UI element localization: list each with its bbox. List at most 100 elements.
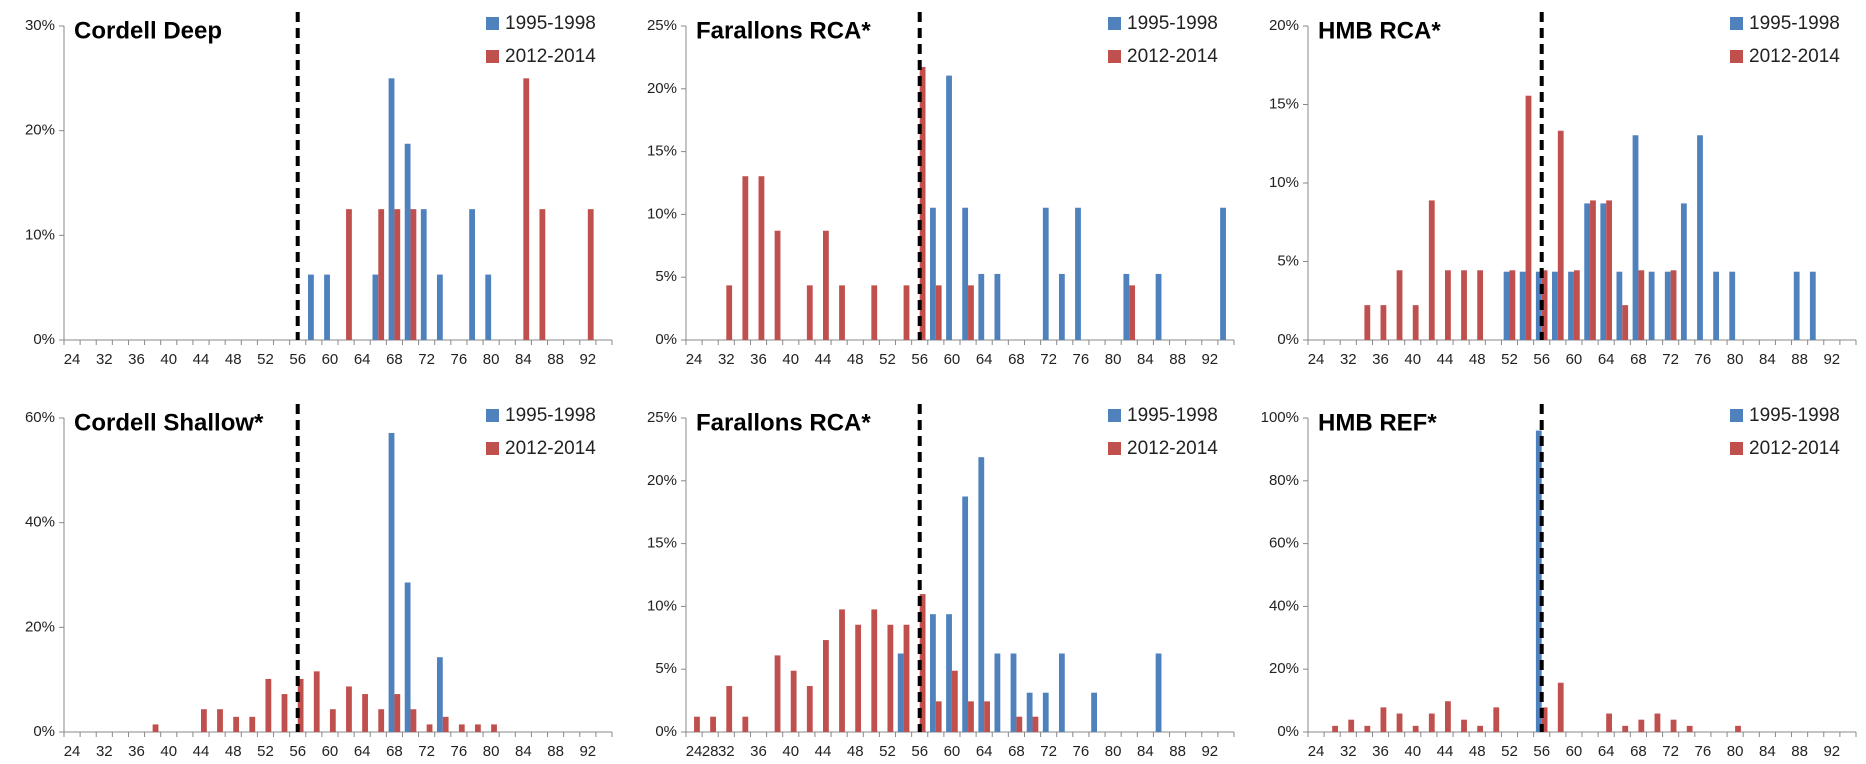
x-tick-label: 80 <box>483 743 500 760</box>
x-tick-label: 72 <box>1662 351 1679 368</box>
x-tick-label: 88 <box>1169 351 1186 368</box>
bar <box>1220 207 1226 340</box>
bar <box>1654 713 1661 732</box>
bar <box>984 701 990 732</box>
bar <box>978 273 985 340</box>
x-tick-label: 56 <box>1533 743 1550 760</box>
x-tick-label: 72 <box>1662 743 1679 760</box>
bar <box>394 694 401 732</box>
x-tick-label: 80 <box>1727 743 1744 760</box>
y-tick-label: 20% <box>1269 660 1299 677</box>
bar <box>1445 270 1451 340</box>
bar <box>1058 653 1065 732</box>
y-tick-label: 5% <box>1277 252 1299 269</box>
bar <box>362 694 368 732</box>
legend-swatch <box>1730 17 1743 30</box>
bar <box>404 143 411 340</box>
x-tick-label: 72 <box>418 743 435 760</box>
x-tick-label: 84 <box>1759 743 1776 760</box>
panel: 0% 5% 10% 15% 20% 25% 24 28 32 36 40 44 48 52 56 60 64 68… <box>647 404 1235 760</box>
bar <box>1590 200 1596 340</box>
x-tick-label: 24 <box>64 743 81 760</box>
x-tick-label: 32 <box>96 351 113 368</box>
x-tick-label: 52 <box>257 351 274 368</box>
bar <box>346 209 352 340</box>
x-tick-label: 44 <box>193 351 210 368</box>
bar <box>978 457 985 732</box>
x-tick-label: 72 <box>418 351 435 368</box>
bar <box>1042 207 1049 340</box>
legend-label: 1995-1998 <box>1127 13 1218 34</box>
x-tick-label: 44 <box>193 743 210 760</box>
y-tick-label: 10% <box>647 597 677 614</box>
bar <box>1428 200 1435 340</box>
bar <box>1670 270 1677 340</box>
bar <box>994 653 1001 732</box>
bar <box>823 640 829 732</box>
legend-swatch <box>1108 409 1121 422</box>
legend-swatch <box>486 50 499 63</box>
y-tick-label: 20% <box>25 618 55 635</box>
bar <box>587 209 594 340</box>
bar <box>1493 707 1500 732</box>
bar <box>806 686 813 732</box>
bar <box>994 273 1001 340</box>
x-tick-label: 32 <box>718 743 735 760</box>
bar <box>539 209 546 340</box>
y-tick-label: 0% <box>1277 723 1299 740</box>
y-tick-label: 100% <box>1261 409 1299 426</box>
legend-label: 1995-1998 <box>1749 405 1840 426</box>
x-tick-label: 52 <box>879 351 896 368</box>
x-tick-label: 88 <box>547 743 564 760</box>
bar <box>372 274 379 340</box>
bar <box>388 78 395 340</box>
bar <box>968 285 974 340</box>
bar <box>404 582 411 732</box>
x-tick-label: 92 <box>579 743 596 760</box>
bar <box>694 716 700 732</box>
bar <box>1793 271 1800 340</box>
x-tick-label: 76 <box>1695 743 1712 760</box>
x-tick-label: 36 <box>1372 351 1389 368</box>
bar <box>308 274 314 340</box>
bar <box>1584 203 1591 340</box>
legend-label: 1995-1998 <box>1127 405 1218 426</box>
bar <box>217 709 223 732</box>
bar <box>1616 271 1623 340</box>
legend-label: 1995-1998 <box>505 13 596 34</box>
bar <box>935 285 942 340</box>
bar <box>1557 130 1564 340</box>
bar <box>919 594 926 732</box>
x-tick-label: 36 <box>1372 743 1389 760</box>
bar <box>1557 682 1564 732</box>
bar <box>313 671 320 732</box>
bar <box>946 614 952 732</box>
bar <box>887 624 894 732</box>
bar <box>903 285 910 340</box>
x-tick-label: 68 <box>386 351 403 368</box>
bar <box>420 209 427 340</box>
x-tick-label: 32 <box>1340 743 1357 760</box>
x-tick-label: 48 <box>847 351 864 368</box>
panel: 0% 10% 20% 30% 24 32 36 40 44 48 52 56 60 64 68 72 76 80 8… <box>25 12 613 368</box>
x-tick-label: 68 <box>1008 351 1025 368</box>
bar <box>469 209 475 340</box>
y-tick-label: 10% <box>647 205 677 222</box>
x-tick-label: 24 <box>686 743 703 760</box>
bar <box>265 678 272 732</box>
bar <box>1686 725 1693 732</box>
y-tick-label: 5% <box>655 660 677 677</box>
bar <box>1503 271 1510 340</box>
bar <box>1123 273 1130 340</box>
bar <box>1075 207 1081 340</box>
bar <box>1638 270 1645 340</box>
bar <box>903 624 910 732</box>
x-tick-label: 64 <box>976 743 993 760</box>
bar <box>1729 271 1736 340</box>
x-tick-label: 64 <box>976 351 993 368</box>
x-tick-label: 24 <box>1308 743 1325 760</box>
y-tick-label: 0% <box>1277 331 1299 348</box>
x-tick-label: 84 <box>1137 351 1154 368</box>
bar <box>1680 203 1687 340</box>
